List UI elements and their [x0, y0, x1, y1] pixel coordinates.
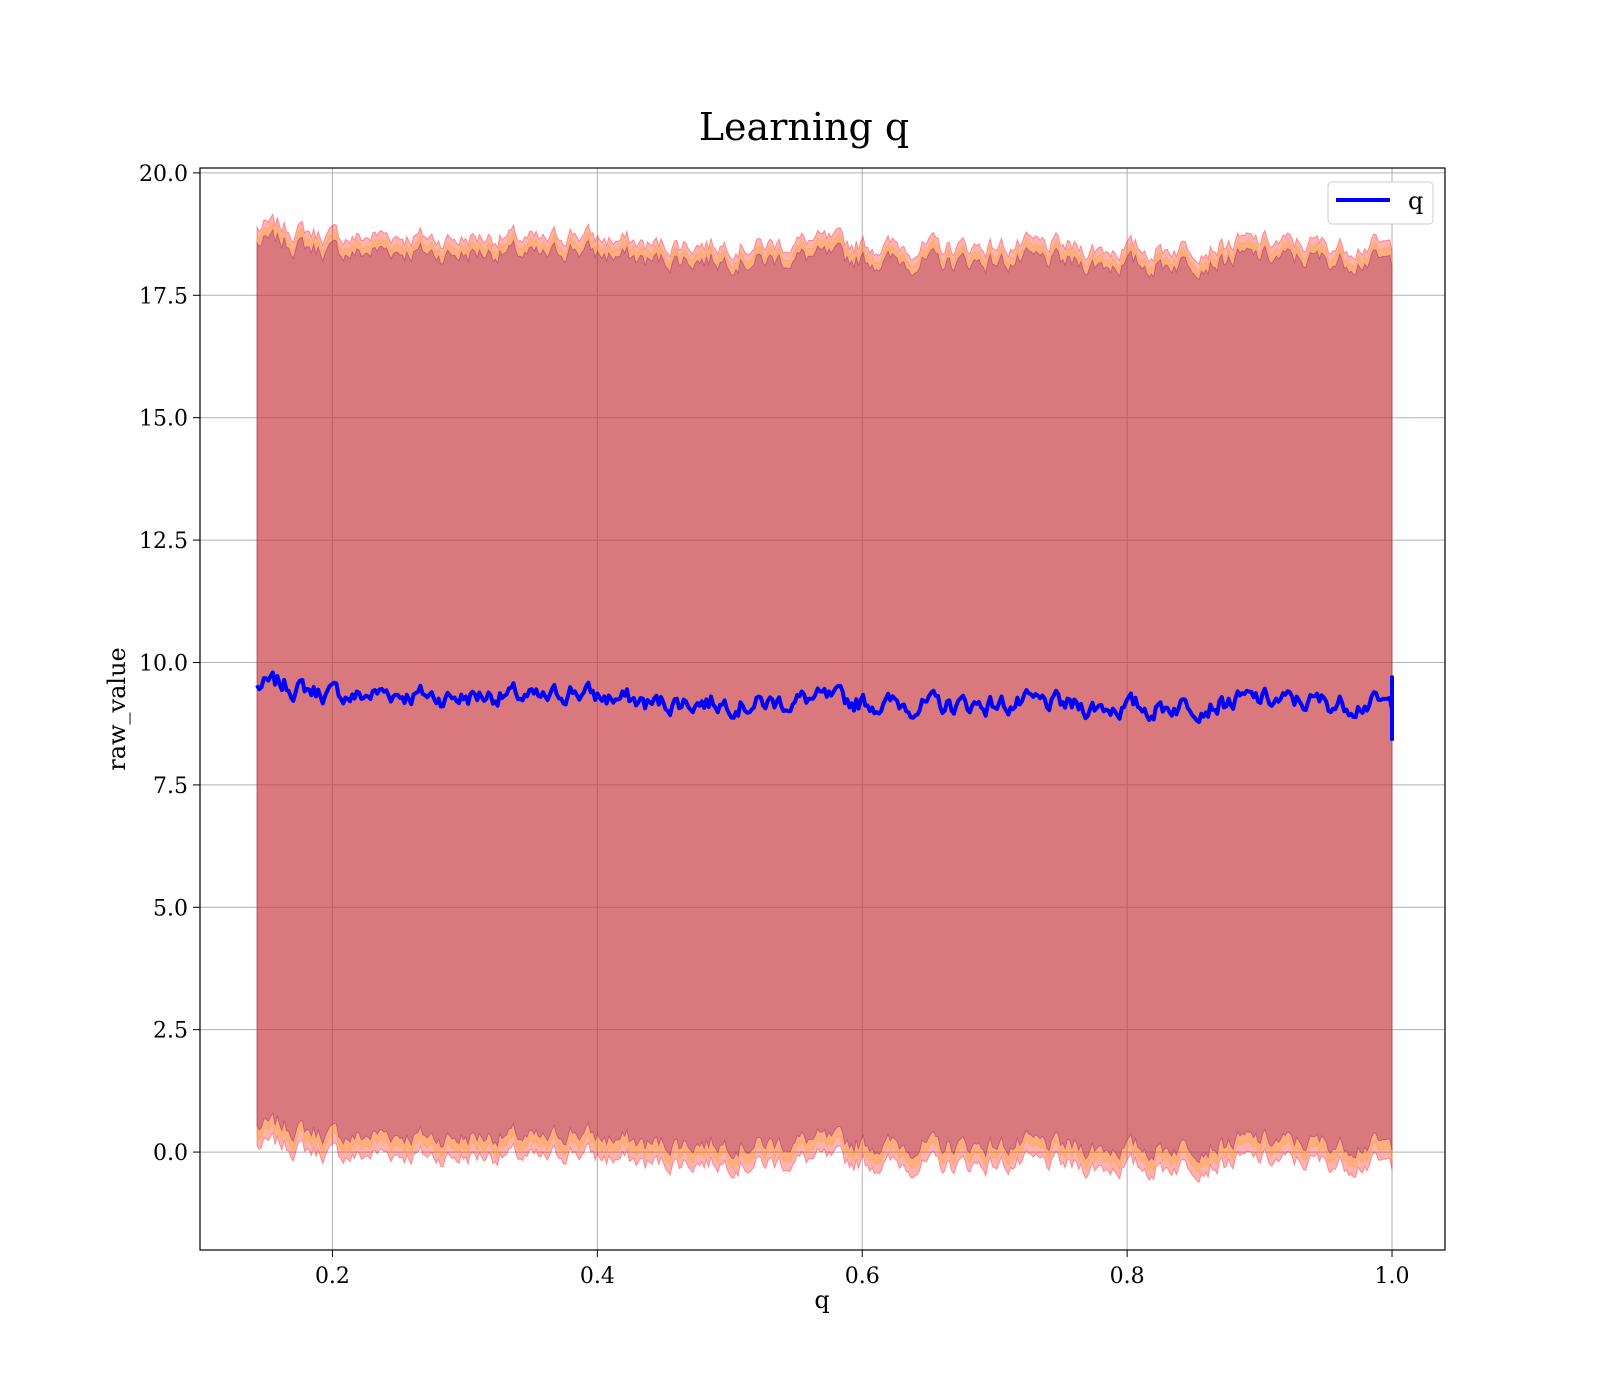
y-tick-label: 0.0: [153, 1141, 188, 1166]
x-tick-label: 0.6: [845, 1264, 880, 1289]
y-tick-label: 15.0: [139, 407, 188, 432]
x-ticks: 0.2 0.4 0.6 0.8 1.0: [315, 1250, 1410, 1289]
x-tick-label: 1.0: [1375, 1264, 1410, 1289]
y-tick-label: 7.5: [153, 774, 188, 799]
legend-label: q: [1408, 187, 1423, 215]
x-tick-label: 0.4: [580, 1264, 615, 1289]
x-tick-label: 0.2: [315, 1264, 350, 1289]
y-tick-label: 10.0: [139, 651, 188, 676]
x-axis-label: q: [814, 1286, 829, 1314]
series-q-line: [255, 670, 1394, 741]
y-tick-label: 20.0: [139, 162, 188, 187]
confidence-band: [256, 220, 1393, 1174]
y-tick-label: 5.0: [153, 896, 188, 921]
y-tick-label: 17.5: [139, 284, 188, 309]
x-tick-label: 0.8: [1110, 1264, 1145, 1289]
confidence-band: [256, 212, 1393, 1183]
confidence-band: [256, 228, 1393, 1164]
y-tick-label: 2.5: [153, 1019, 188, 1044]
legend-box: [1327, 181, 1434, 225]
y-tick-label: 12.5: [139, 529, 188, 554]
bands: [256, 212, 1393, 1183]
series-layer: [255, 670, 1394, 741]
legend: q: [1327, 181, 1434, 225]
y-axis-label: raw_value: [103, 647, 131, 771]
y-ticks: 0.0 2.5 5.0 7.5 10.0 12.5 15.0 17.5 20.0: [139, 162, 200, 1166]
plot-frame: [199, 167, 1446, 1251]
chart-title: Learning q: [699, 105, 909, 149]
